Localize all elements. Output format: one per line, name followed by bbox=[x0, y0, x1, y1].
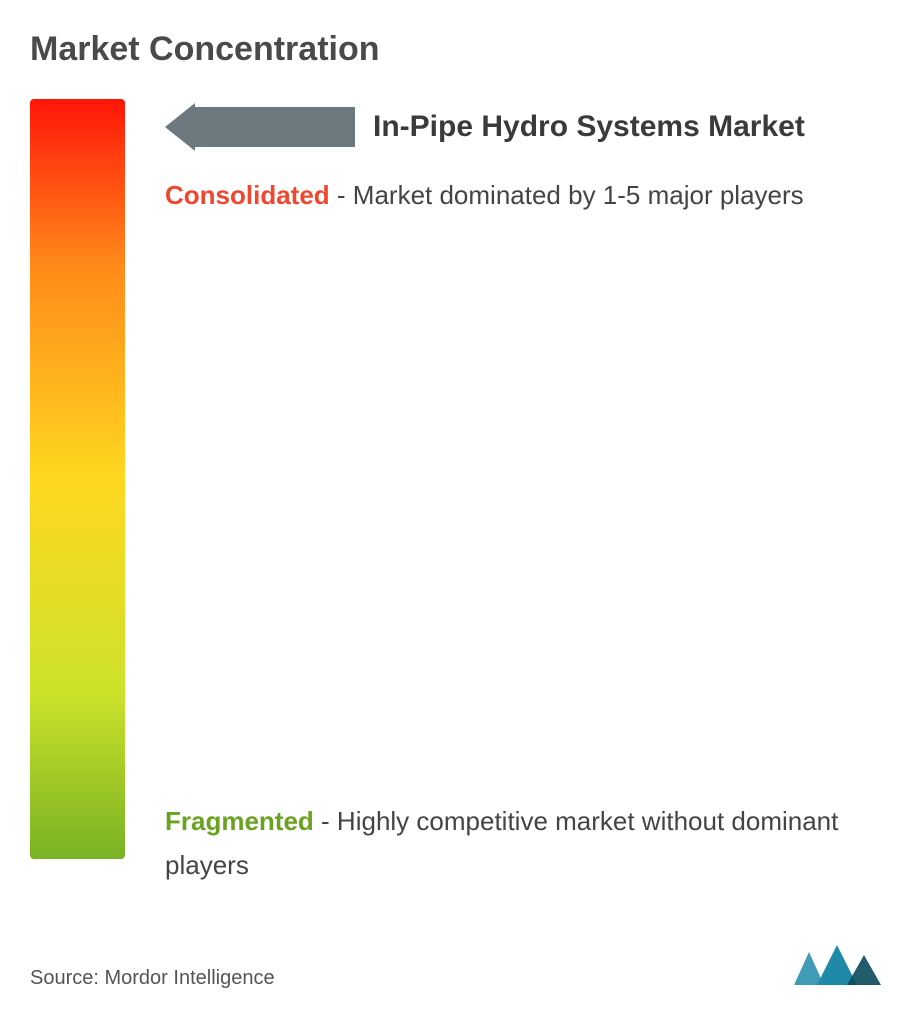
footer: Source: Mordor Intelligence bbox=[30, 932, 889, 990]
source-attribution: Source: Mordor Intelligence bbox=[30, 967, 275, 990]
fragmented-description: Fragmented - Highly competitive market w… bbox=[165, 799, 889, 887]
market-name: In-Pipe Hydro Systems Market bbox=[373, 110, 805, 144]
market-title-row: In-Pipe Hydro Systems Market bbox=[165, 107, 889, 147]
consolidated-label: Consolidated bbox=[165, 180, 330, 210]
arrow-left-icon bbox=[165, 107, 355, 147]
concentration-gradient-bar bbox=[30, 99, 125, 859]
page-title: Market Concentration bbox=[30, 30, 889, 69]
infographic-container: Market Concentration In-Pipe Hydro Syste… bbox=[0, 0, 919, 1010]
mordor-logo-icon bbox=[789, 940, 889, 990]
consolidated-text: - Market dominated by 1-5 major players bbox=[337, 180, 804, 210]
content-row: In-Pipe Hydro Systems Market Consolidate… bbox=[30, 99, 889, 922]
consolidated-description: Consolidated - Market dominated by 1-5 m… bbox=[165, 173, 889, 217]
fragmented-label: Fragmented bbox=[165, 806, 314, 836]
right-column: In-Pipe Hydro Systems Market Consolidate… bbox=[165, 99, 889, 922]
